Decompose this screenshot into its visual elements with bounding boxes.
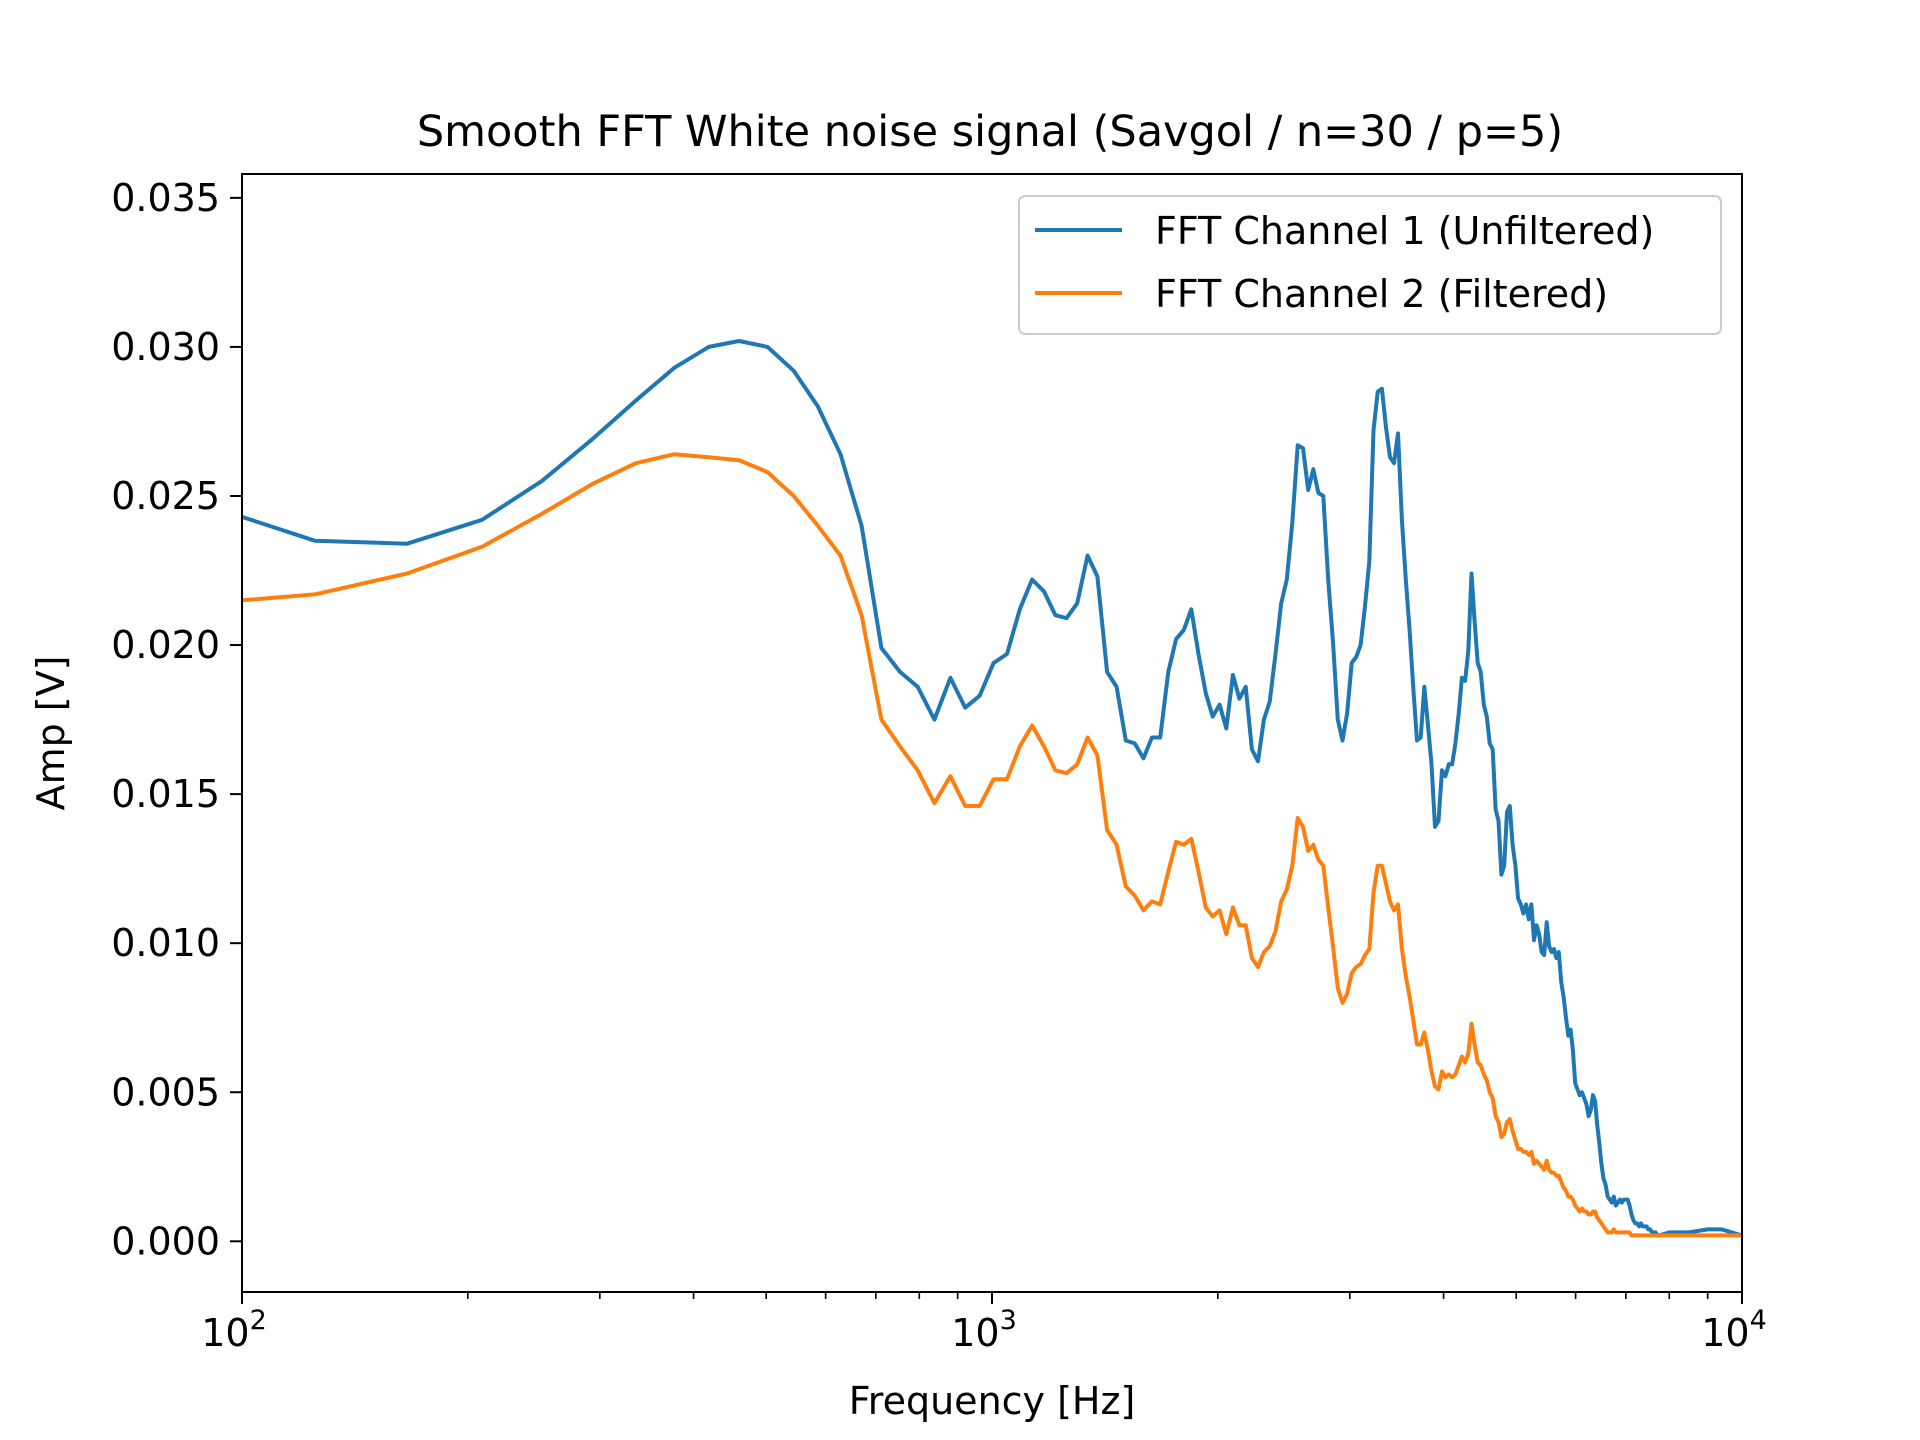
series-line-1 <box>242 339 1742 1238</box>
y-tick-label: 0.035 <box>111 176 220 220</box>
legend: FFT Channel 1 (Unfiltered) FFT Channel 2… <box>1018 195 1722 335</box>
y-tick-label: 0.005 <box>111 1070 220 1114</box>
y-axis: 0.000 0.005 0.010 0.015 0.020 0.025 0.030 0.035 <box>111 176 242 1263</box>
legend-label-channel-2: FFT Channel 2 (Filtered) <box>1155 272 1608 316</box>
series-line-2 <box>242 452 1742 1238</box>
y-tick-label: 0.000 <box>111 1219 220 1263</box>
x-axis-label: Frequency [Hz] <box>849 1379 1136 1423</box>
y-tick-label: 0.010 <box>111 921 220 965</box>
series-layer <box>242 339 1742 1238</box>
legend-label-channel-1: FFT Channel 1 (Unfiltered) <box>1155 209 1654 253</box>
y-tick-label: 0.025 <box>111 474 220 518</box>
y-tick-label: 0.020 <box>111 623 220 667</box>
y-tick-label: 0.015 <box>111 772 220 816</box>
y-tick-label: 0.030 <box>111 325 220 369</box>
chart-title: Smooth FFT White noise signal (Savgol / … <box>417 107 1563 157</box>
y-axis-label: Amp [V] <box>29 656 73 811</box>
legend-box <box>1018 195 1722 335</box>
